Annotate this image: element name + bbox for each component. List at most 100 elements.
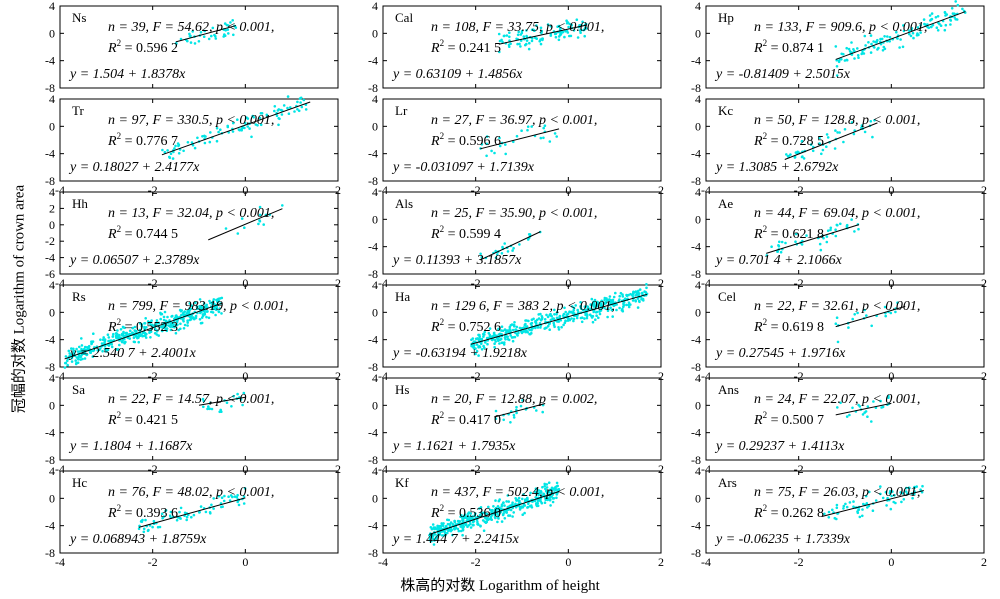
- data-point: [565, 313, 568, 317]
- data-point: [566, 21, 570, 24]
- data-point: [546, 315, 550, 319]
- data-point: [919, 24, 922, 27]
- data-point: [222, 499, 226, 503]
- data-point: [857, 56, 860, 59]
- data-point: [160, 312, 164, 316]
- data-point: [511, 515, 514, 518]
- data-point: [299, 101, 302, 104]
- x-tick-label: -2: [471, 369, 481, 383]
- data-point: [192, 513, 196, 517]
- y-tick-label: 0: [695, 305, 701, 319]
- data-point: [922, 18, 926, 21]
- data-point: [590, 297, 594, 301]
- stats-annotation: n = 27, F = 36.97, p < 0.001,: [431, 113, 597, 128]
- y-tick-label: -8: [368, 81, 378, 95]
- y-tick-label: -8: [368, 174, 378, 188]
- data-point: [950, 7, 954, 10]
- data-point: [805, 234, 808, 237]
- data-point: [80, 337, 83, 340]
- data-point: [545, 313, 548, 317]
- r-squared-annotation: R2 = 0.621 8: [753, 224, 824, 242]
- y-tick-label: 0: [695, 119, 701, 133]
- data-point: [611, 300, 615, 304]
- data-point: [605, 297, 608, 300]
- data-point: [262, 223, 266, 226]
- x-tick-label: -4: [55, 462, 65, 476]
- data-point: [78, 350, 81, 353]
- data-point: [850, 121, 854, 124]
- data-point: [861, 51, 864, 55]
- data-point: [634, 299, 637, 302]
- data-point: [553, 308, 556, 312]
- panel-frame: [59, 98, 339, 182]
- x-tick-label: 0: [565, 462, 571, 476]
- data-point: [138, 328, 142, 332]
- r-squared-annotation: R2 = 0.596 2: [107, 38, 178, 56]
- data-point: [212, 507, 215, 510]
- data-point: [210, 503, 213, 507]
- data-point: [894, 310, 897, 314]
- data-point: [811, 149, 815, 153]
- data-point: [440, 522, 444, 525]
- data-point: [299, 96, 303, 100]
- data-point: [560, 325, 563, 329]
- data-point: [250, 135, 253, 139]
- data-point: [237, 128, 241, 131]
- data-point: [231, 130, 235, 133]
- data-point: [880, 406, 883, 409]
- data-point: [128, 332, 132, 336]
- data-point: [189, 307, 193, 311]
- data-point: [174, 331, 178, 335]
- data-point: [889, 507, 893, 511]
- data-point: [509, 508, 513, 512]
- data-point: [916, 26, 920, 29]
- data-point: [66, 363, 69, 367]
- data-point: [540, 501, 544, 505]
- data-point: [558, 31, 562, 34]
- data-point: [856, 510, 859, 513]
- y-tick-label: 0: [49, 305, 55, 319]
- data-point: [585, 316, 589, 320]
- data-point: [820, 152, 823, 156]
- data-point: [258, 213, 262, 217]
- r-squared-annotation: R2 = 0.536 0: [430, 503, 501, 521]
- data-point: [175, 320, 179, 324]
- y-tick-label: -4: [368, 147, 378, 161]
- data-point: [474, 352, 477, 356]
- x-tick-label: -2: [148, 462, 158, 476]
- data-point: [557, 328, 561, 331]
- data-point: [952, 12, 956, 15]
- data-point: [173, 147, 176, 150]
- data-point: [472, 346, 476, 349]
- data-point: [171, 325, 174, 329]
- regression-line: [161, 101, 311, 156]
- data-point: [505, 34, 509, 37]
- data-point: [237, 503, 241, 507]
- data-point: [236, 392, 239, 396]
- data-point: [564, 30, 567, 33]
- data-point: [593, 298, 597, 302]
- data-point: [240, 127, 243, 131]
- panel-Ns: 4 0 -4 -8 Ns n = 39, F = 54.62, p < 0.001, R2 …: [45, 0, 339, 95]
- data-point: [541, 410, 544, 414]
- data-point: [169, 152, 173, 155]
- data-point: [273, 109, 276, 113]
- data-point: [871, 135, 874, 139]
- data-point: [861, 413, 865, 416]
- regression-equation: y = -0.031097 + 1.7139x: [391, 160, 535, 175]
- data-point: [529, 322, 533, 326]
- data-point: [475, 343, 479, 346]
- data-point: [199, 505, 203, 508]
- data-point: [220, 505, 223, 509]
- y-tick-label: 2: [49, 201, 55, 215]
- data-point: [189, 41, 193, 44]
- data-point: [91, 340, 95, 343]
- data-point: [622, 303, 626, 307]
- data-point: [82, 352, 85, 356]
- data-point: [857, 403, 860, 407]
- data-point: [853, 57, 856, 60]
- x-tick-label: -2: [471, 276, 481, 290]
- data-point: [765, 254, 769, 257]
- data-point: [881, 49, 885, 52]
- regression-line: [766, 224, 860, 254]
